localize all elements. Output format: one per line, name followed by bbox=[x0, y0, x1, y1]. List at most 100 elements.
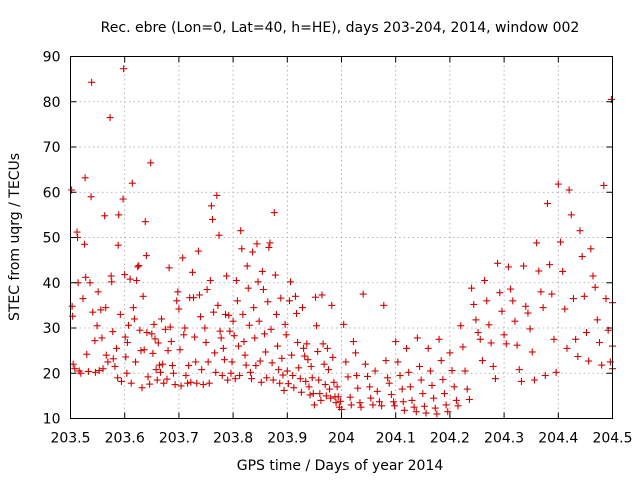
data-point bbox=[533, 239, 541, 247]
data-point bbox=[272, 310, 280, 318]
data-point bbox=[280, 386, 288, 394]
data-point bbox=[364, 372, 372, 380]
data-point bbox=[268, 359, 276, 367]
data-point bbox=[591, 283, 599, 291]
data-point bbox=[489, 362, 497, 370]
data-point bbox=[269, 376, 277, 384]
data-point bbox=[136, 326, 144, 334]
data-point bbox=[119, 195, 127, 203]
data-point bbox=[318, 291, 326, 299]
y-tick-label: 80 bbox=[43, 95, 61, 111]
data-point bbox=[291, 292, 299, 300]
data-point bbox=[332, 399, 340, 407]
data-point bbox=[476, 335, 484, 343]
data-point bbox=[266, 239, 274, 247]
data-point bbox=[259, 286, 267, 294]
data-point bbox=[290, 384, 298, 392]
data-point bbox=[235, 342, 243, 350]
data-point bbox=[359, 290, 367, 298]
data-point bbox=[270, 209, 278, 217]
data-point bbox=[185, 362, 193, 370]
data-point bbox=[313, 322, 321, 330]
data-point bbox=[454, 402, 462, 410]
data-point bbox=[169, 369, 177, 377]
x-tick-label: 204.3 bbox=[484, 431, 524, 447]
data-point bbox=[522, 302, 530, 310]
data-point bbox=[304, 356, 312, 364]
data-point bbox=[587, 245, 595, 253]
data-point bbox=[114, 241, 122, 249]
data-point bbox=[382, 357, 390, 365]
data-point bbox=[283, 367, 291, 375]
data-point bbox=[478, 357, 486, 365]
data-point bbox=[413, 334, 421, 342]
data-point bbox=[487, 339, 495, 347]
x-tick-label: 204.2 bbox=[430, 431, 470, 447]
data-point bbox=[140, 346, 148, 354]
data-point bbox=[396, 372, 404, 380]
data-point bbox=[375, 398, 383, 406]
data-point bbox=[373, 387, 381, 395]
data-point bbox=[316, 390, 324, 398]
data-point bbox=[117, 377, 125, 385]
data-point bbox=[344, 373, 352, 381]
data-point bbox=[602, 295, 610, 303]
data-point bbox=[515, 366, 523, 374]
y-tick-label: 70 bbox=[43, 140, 61, 156]
data-point bbox=[461, 367, 469, 375]
data-point bbox=[194, 247, 202, 255]
data-point bbox=[589, 272, 597, 280]
data-point bbox=[265, 243, 273, 251]
data-point bbox=[338, 405, 345, 413]
data-point bbox=[314, 348, 322, 356]
data-point bbox=[595, 338, 603, 346]
data-point bbox=[256, 357, 264, 365]
data-point bbox=[347, 401, 355, 409]
data-point bbox=[600, 181, 608, 189]
data-point bbox=[384, 374, 392, 382]
data-point bbox=[161, 325, 169, 333]
x-tick-label: 203.7 bbox=[159, 431, 199, 447]
data-point bbox=[237, 227, 245, 235]
data-point bbox=[378, 402, 386, 410]
data-point bbox=[225, 311, 233, 319]
data-point bbox=[323, 344, 331, 352]
data-point bbox=[494, 259, 502, 267]
data-point bbox=[563, 344, 571, 352]
data-point bbox=[346, 393, 354, 401]
data-point bbox=[192, 358, 200, 366]
data-point bbox=[336, 397, 344, 405]
data-point bbox=[585, 357, 593, 365]
data-point bbox=[380, 301, 388, 309]
data-point bbox=[167, 338, 175, 346]
data-point bbox=[137, 347, 145, 355]
data-point bbox=[552, 368, 560, 376]
data-point bbox=[87, 193, 95, 201]
data-point bbox=[115, 211, 123, 219]
data-point bbox=[465, 395, 473, 403]
data-point bbox=[446, 349, 454, 357]
data-point bbox=[452, 396, 460, 404]
data-point bbox=[174, 288, 182, 296]
data-point bbox=[213, 191, 221, 199]
data-point bbox=[187, 378, 195, 386]
data-point bbox=[537, 288, 545, 296]
data-point bbox=[535, 267, 543, 275]
data-point bbox=[193, 379, 201, 387]
data-point bbox=[366, 383, 374, 391]
data-point bbox=[238, 245, 246, 253]
data-point bbox=[295, 364, 303, 372]
data-point bbox=[500, 331, 508, 339]
data-point bbox=[227, 369, 235, 377]
data-point bbox=[219, 344, 227, 352]
data-point bbox=[472, 316, 480, 324]
data-point bbox=[442, 401, 450, 409]
data-point bbox=[576, 227, 584, 235]
data-point bbox=[329, 353, 337, 361]
data-point bbox=[243, 262, 251, 270]
data-point bbox=[173, 297, 181, 305]
data-point bbox=[184, 379, 192, 387]
data-point bbox=[334, 393, 342, 401]
data-point bbox=[502, 340, 510, 348]
data-point bbox=[79, 295, 87, 303]
